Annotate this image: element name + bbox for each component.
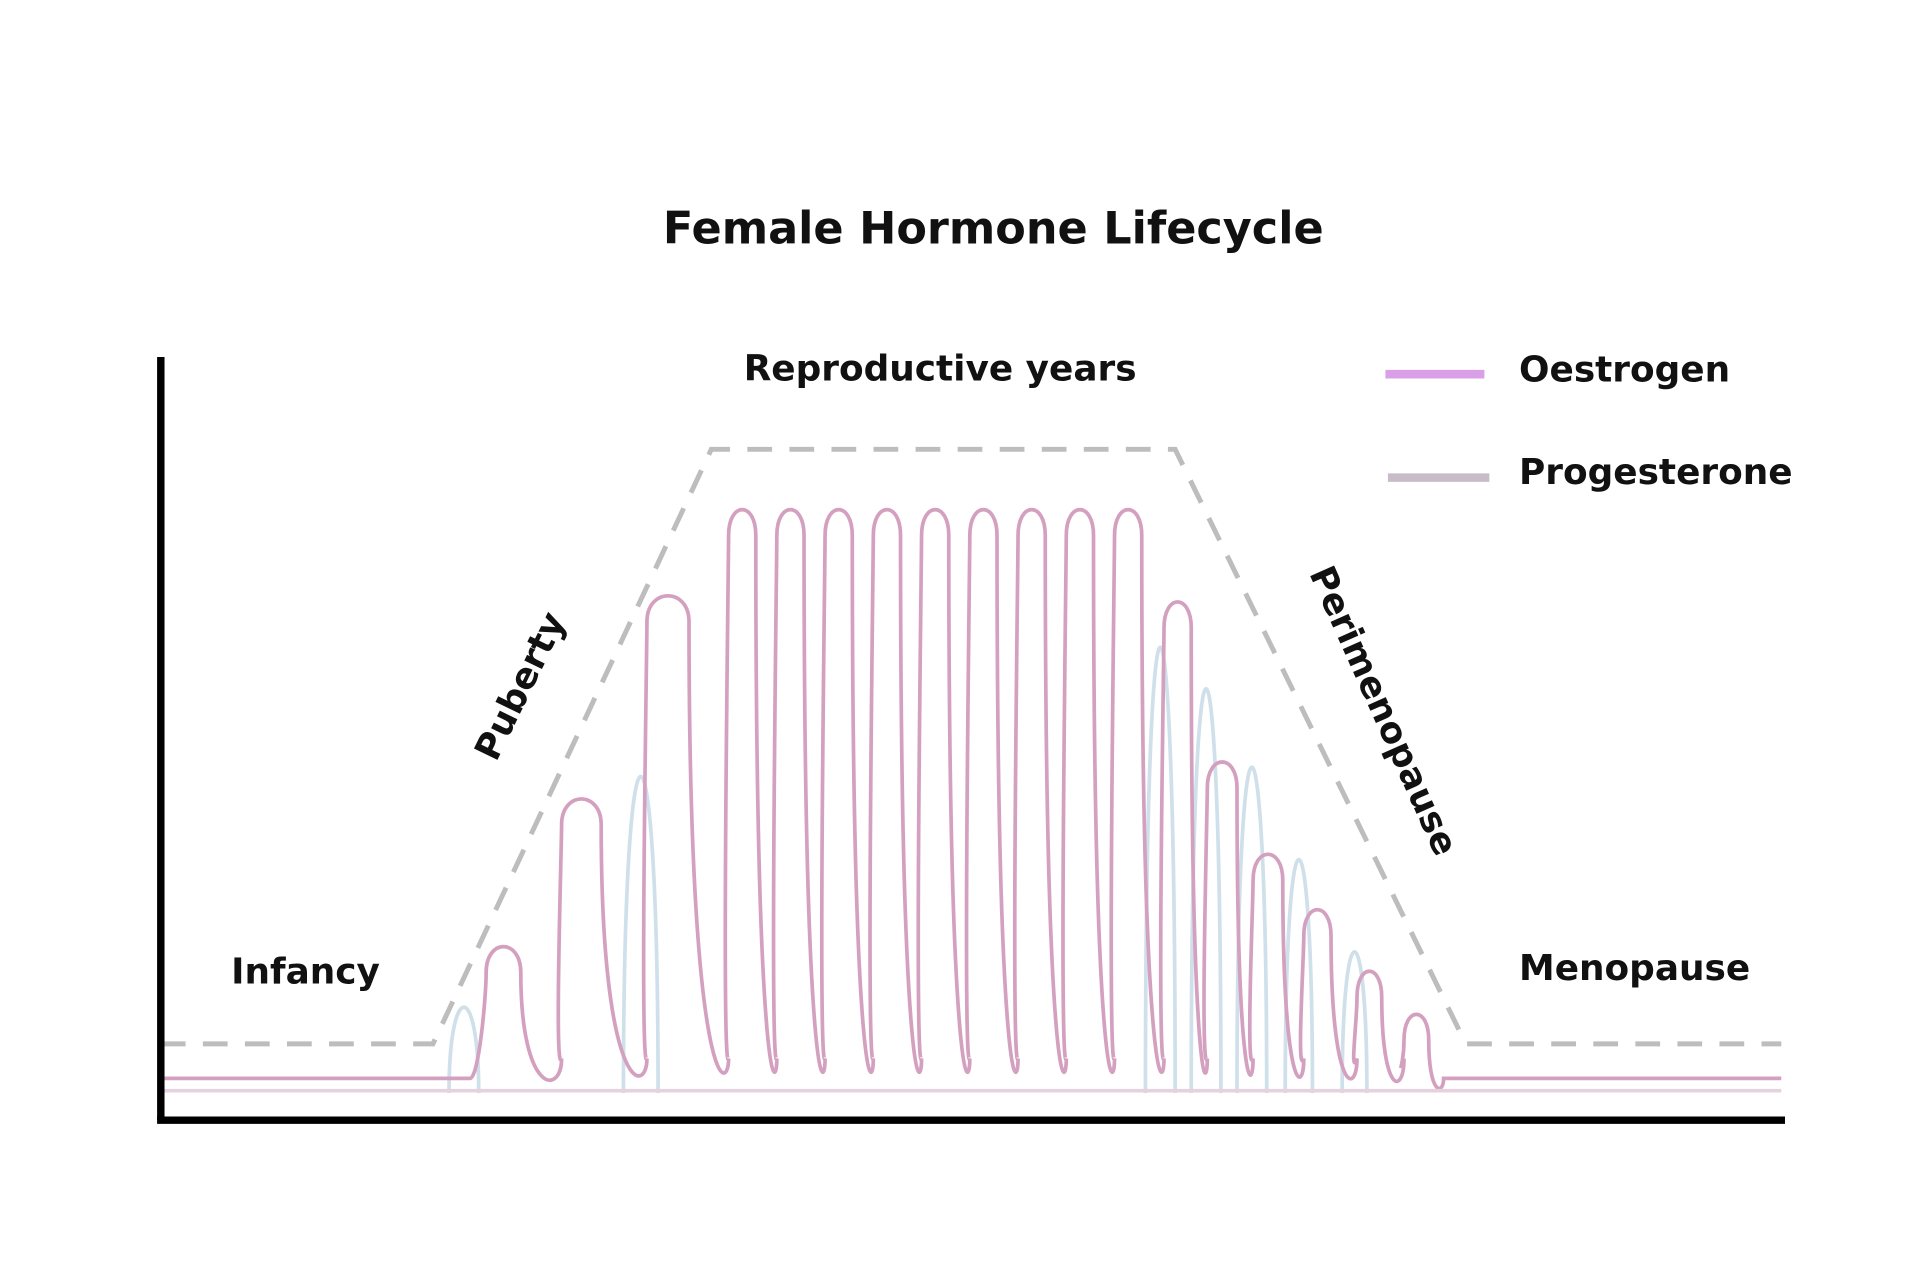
legend-label: Progesterone xyxy=(1519,452,1793,493)
progesterone-wave xyxy=(447,1005,481,1094)
waves xyxy=(160,507,1782,1094)
envelope xyxy=(160,446,1782,1047)
progesterone-wave xyxy=(1283,857,1315,1094)
title: Female Hormone Lifecycle xyxy=(663,203,1324,254)
progesterone-wave xyxy=(621,774,660,1094)
canvas: Female Hormone Lifecycle Reproductive ye… xyxy=(157,203,1793,1124)
phase-label: Perimenopause xyxy=(1301,560,1466,862)
phase-label: Infancy xyxy=(231,952,380,993)
oestrogen-wave xyxy=(160,507,1782,1091)
phase-label: Menopause xyxy=(1519,948,1750,989)
phase-label: Puberty xyxy=(467,606,574,767)
progesterone-wave xyxy=(1340,950,1369,1094)
phase-label: Reproductive years xyxy=(744,349,1137,390)
legend-label: Oestrogen xyxy=(1519,350,1730,391)
